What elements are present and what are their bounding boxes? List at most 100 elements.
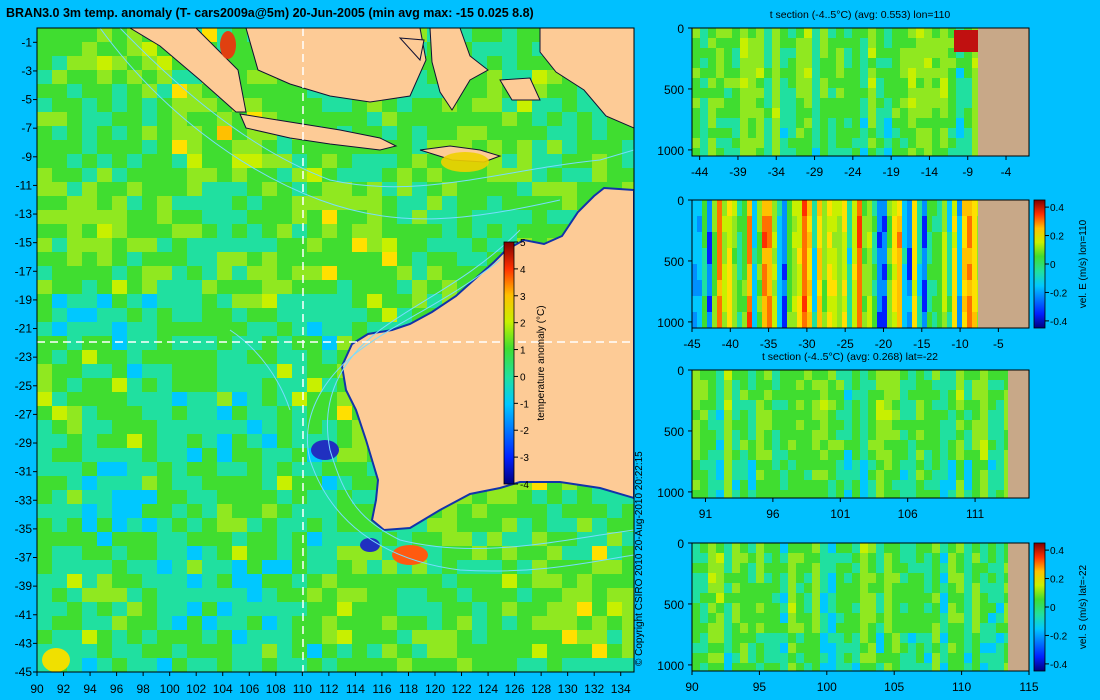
map-cell — [352, 112, 367, 126]
section-y-tick-label: 500 — [664, 425, 684, 439]
section-cell — [697, 264, 702, 280]
section-cell — [996, 643, 1004, 653]
map-cell — [157, 56, 172, 70]
map-y-tick-label: -33 — [15, 493, 33, 507]
colorbar-tick-label: -0.2 — [1050, 288, 1068, 299]
section-cell — [988, 370, 996, 380]
section-cell — [932, 663, 940, 671]
section-cell — [908, 553, 916, 563]
map-cell — [322, 462, 337, 476]
map-cell — [82, 644, 97, 658]
section-cell — [804, 573, 812, 583]
section-cell — [884, 38, 892, 48]
section-cell — [868, 148, 876, 156]
section-cell — [892, 543, 900, 553]
map-cell — [487, 518, 502, 532]
section-cell — [900, 603, 908, 613]
map-cell — [292, 616, 307, 630]
section-cell — [812, 390, 820, 400]
section-cell — [948, 430, 956, 440]
section-cell — [837, 280, 842, 296]
section-cell — [860, 623, 868, 633]
map-cell — [262, 84, 277, 98]
section-cell — [932, 490, 940, 498]
section-cell — [700, 68, 708, 78]
map-cell — [202, 658, 217, 672]
section-cell — [787, 248, 792, 264]
map-cell — [517, 210, 532, 224]
map-cell — [232, 210, 247, 224]
map-cell — [52, 126, 67, 140]
map-cell — [187, 196, 202, 210]
section-cell — [922, 216, 927, 232]
map-y-tick-label: -5 — [21, 93, 32, 107]
section-cell — [844, 88, 852, 98]
map-cell — [607, 560, 622, 574]
map-cell — [142, 210, 157, 224]
section-cell — [740, 480, 748, 490]
section-cell — [872, 296, 877, 312]
section-cell — [882, 216, 887, 232]
map-cell — [37, 196, 52, 210]
cold-patch — [360, 538, 380, 552]
section-cell — [748, 28, 756, 38]
map-cell — [322, 294, 337, 308]
map-cell — [67, 42, 82, 56]
section-cell — [852, 28, 860, 38]
section-cell — [948, 563, 956, 573]
section-cell — [742, 264, 747, 280]
section-cell — [764, 623, 772, 633]
section-cell — [860, 68, 868, 78]
map-cell — [367, 224, 382, 238]
section-cell — [924, 653, 932, 663]
section-cell — [842, 232, 847, 248]
section-cell — [692, 460, 700, 470]
section-cell — [752, 216, 757, 232]
section-cell — [860, 603, 868, 613]
map-cell — [607, 518, 622, 532]
map-cell — [322, 406, 337, 420]
section-cell — [892, 200, 897, 216]
map-cell — [217, 434, 232, 448]
section-cell — [722, 248, 727, 264]
section-cell — [924, 563, 932, 573]
map-cell — [112, 336, 127, 350]
section-cell — [972, 390, 980, 400]
map-cell — [517, 532, 532, 546]
map-cell — [397, 294, 412, 308]
map-cell — [232, 182, 247, 196]
map-cell — [247, 462, 262, 476]
map-cell — [442, 238, 457, 252]
section-cell — [860, 490, 868, 498]
map-cell — [532, 168, 547, 182]
map-cell — [427, 280, 442, 294]
map-cell — [322, 602, 337, 616]
map-cell — [172, 308, 187, 322]
section-cell — [796, 58, 804, 68]
section-cell — [884, 593, 892, 603]
section-cell — [748, 663, 756, 671]
map-cell — [172, 518, 187, 532]
section-cell — [828, 470, 836, 480]
section-cell — [847, 264, 852, 280]
section-cell — [708, 460, 716, 470]
section-cell — [748, 583, 756, 593]
section-cell — [996, 470, 1004, 480]
section-cell — [932, 78, 940, 88]
section-cell — [777, 264, 782, 280]
section-cell — [844, 553, 852, 563]
section-cell — [980, 563, 988, 573]
map-cell — [547, 182, 562, 196]
section-cell — [772, 583, 780, 593]
map-cell — [52, 434, 67, 448]
map-cell — [292, 294, 307, 308]
section-cell — [940, 633, 948, 643]
map-cell — [382, 658, 397, 672]
map-cell — [592, 504, 607, 518]
vel-s-colorbar-label: vel. S (m/s) lat=-22 — [1078, 564, 1089, 649]
map-cell — [577, 182, 592, 196]
section-cell — [832, 248, 837, 264]
map-cell — [142, 616, 157, 630]
section-cell — [788, 603, 796, 613]
